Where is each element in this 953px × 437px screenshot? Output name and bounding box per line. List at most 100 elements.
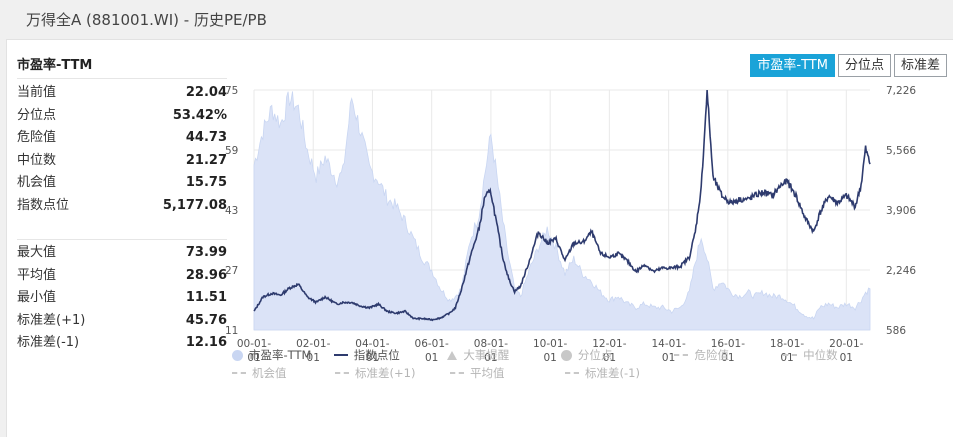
metric-tabs: 市盈率-TTM 分位点 标准差 [750,54,947,77]
legend-label: 中位数 [803,348,838,362]
stat-row: 指数点位 5,177.08 [17,195,227,218]
stat-row: 中位数 21.27 [17,150,227,173]
legend-dash-icon [674,354,689,356]
chart-legend: 市盈率-TTM 指数点位 大事提醒 分位点 危险值 中位数 机会值 标准差(+1) 平均值 标准… [232,346,872,382]
stat-label: 危险值 [17,130,57,145]
legend-item[interactable]: 机会值 [232,364,335,382]
legend-item[interactable]: 标准差(+1) [335,364,450,382]
legend-label: 机会值 [252,366,287,380]
y-right-tick-label: 2,246 [886,265,916,277]
y-left-tick-label: 75 [225,85,238,97]
pe-ttm-area [253,91,871,331]
x-tick-label: 01 [721,352,734,364]
tab-percentile[interactable]: 分位点 [837,54,891,77]
x-tick-label: 00-01- [237,338,272,350]
y-left-tick-label: 43 [225,205,238,217]
y-left-tick-label: 27 [225,265,238,277]
stat-row: 平均值 28.96 [17,265,227,288]
legend-circle-icon [232,349,243,361]
x-tick-label: 14-01- [651,338,686,350]
legend-item[interactable]: 大事提醒 [447,346,561,364]
stat-value: 28.96 [185,267,227,283]
legend-dash-icon [565,372,579,374]
legend-label: 市盈率-TTM [249,348,312,362]
legend-triangle-icon [447,350,458,360]
legend-label: 大事提醒 [463,348,510,362]
x-tick-label: 20-01- [829,338,864,350]
stat-value: 53.42% [172,107,227,123]
x-tick-label: 01 [603,352,616,364]
y-right-tick-label: 3,906 [886,205,916,217]
legend-dash-icon [783,354,798,356]
legend-item[interactable]: 平均值 [450,364,565,382]
x-tick-label: 01 [425,352,438,364]
stat-value: 44.73 [185,130,227,145]
stats-group-range: 最大值 73.99 平均值 28.96 最小值 11.51 标准差(+1) 45.76 标准差(… [17,242,227,355]
y-left-tick-label: 59 [225,145,238,157]
tab-std-dev[interactable]: 标准差 [893,54,947,77]
stats-header: 市盈率-TTM [17,54,227,79]
legend-item[interactable]: 指数点位 [333,346,448,364]
legend-item[interactable]: 标准差(-1) [565,364,680,382]
legend-item[interactable]: 市盈率-TTM [232,346,334,364]
stat-row: 当前值 22.04 [17,82,227,105]
stat-row: 最小值 11.51 [17,287,227,310]
legend-label: 平均值 [470,366,505,380]
legend-item[interactable]: 危险值 [674,346,783,364]
x-tick-label: 08-01- [474,338,509,350]
legend-label: 危险值 [694,348,729,362]
title-bar: 万得全A (881001.WI) - 历史PE/PB [0,0,953,38]
legend-row-1: 市盈率-TTM 指数点位 大事提醒 分位点 危险值 中位数 [232,346,872,364]
stat-value: 11.51 [185,290,227,305]
y-right-tick-label: 5,566 [886,145,916,157]
legend-line-icon [333,354,348,356]
x-tick-label: 01 [840,352,853,364]
stat-value: 45.76 [185,312,227,328]
legend-dash-icon [335,372,349,374]
stat-row: 机会值 15.75 [17,172,227,195]
y-left-tick-label: 11 [225,325,238,337]
legend-item[interactable]: 分位点 [560,346,675,364]
stat-row: 标准差(+1) 45.76 [17,310,227,333]
x-tick-label: 16-01- [711,338,746,350]
stat-label: 标准差(+1) [17,312,86,328]
tab-pe-ttm[interactable]: 市盈率-TTM [750,54,835,77]
x-tick-label: 01 [543,352,556,364]
window-title: 万得全A (881001.WI) - 历史PE/PB [26,11,267,29]
stat-row: 危险值 44.73 [17,127,227,150]
x-tick-label: 18-01- [770,338,805,350]
stat-label: 分位点 [17,107,57,123]
legend-label: 标准差(-1) [585,366,640,380]
legend-item[interactable]: 中位数 [783,346,872,364]
stat-label: 标准差(-1) [17,335,80,350]
legend-dash-icon [232,372,246,374]
x-tick-label: 01 [307,352,320,364]
stats-panel: 市盈率-TTM 当前值 22.04 分位点 53.42% 危险值 44.73 中位数 21.2… [17,54,227,355]
stat-label: 机会值 [17,175,57,190]
x-tick-label: 01 [366,352,379,364]
x-tick-label: 12-01- [592,338,627,350]
stat-label: 最小值 [17,290,57,305]
stat-label: 最大值 [17,245,57,260]
stat-value: 22.04 [185,85,227,100]
x-tick-label: 04-01- [355,338,390,350]
x-tick-label: 06-01- [415,338,450,350]
stats-divider [17,217,227,240]
y-right-tick-label: 7,226 [886,85,916,97]
stat-label: 平均值 [17,267,57,283]
x-tick-label: 01 [247,352,260,364]
index-points-line [253,89,871,322]
y-right-tick-label: 586 [886,325,906,337]
stat-value: 15.75 [185,175,227,190]
x-tick-label: 02-01- [296,338,331,350]
stat-row: 标准差(-1) 12.16 [17,332,227,355]
stat-label: 指数点位 [17,197,70,213]
legend-dash-icon [450,372,464,374]
x-tick-label: 01 [662,352,675,364]
legend-circle-icon [560,349,572,361]
stat-label: 中位数 [17,152,57,168]
stat-value: 21.27 [185,152,227,168]
x-tick-label: 10-01- [533,338,568,350]
legend-label: 分位点 [577,348,613,362]
